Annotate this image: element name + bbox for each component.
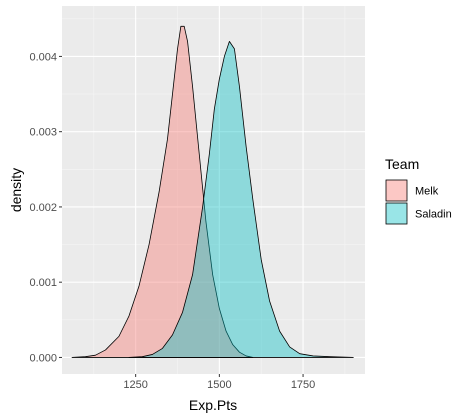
legend-label-melk: Melk xyxy=(415,186,439,198)
legend-swatch-saladin xyxy=(385,202,408,225)
density-areas xyxy=(71,25,354,358)
y-tick-label: 0.000 xyxy=(29,352,57,364)
legend-swatch-melk xyxy=(385,179,408,202)
y-tick-label: 0.003 xyxy=(29,127,57,139)
major-gridlines xyxy=(62,6,365,374)
density-area-melk xyxy=(71,25,254,358)
legend: Team Melk Saladin xyxy=(385,156,452,225)
legend-title: Team xyxy=(385,156,419,172)
y-tick-label: 0.004 xyxy=(29,51,57,63)
density-area-saladin xyxy=(128,40,354,358)
legend-label-saladin: Saladin xyxy=(415,209,452,221)
y-tick-label: 0.002 xyxy=(29,202,57,214)
x-tick-label: 1250 xyxy=(123,379,147,391)
minor-gridlines xyxy=(62,6,365,374)
y-axis-title: density xyxy=(8,168,24,212)
y-tick-label: 0.001 xyxy=(29,277,57,289)
y-axis: 0.000 0.001 0.002 0.003 0.004 xyxy=(29,51,62,364)
x-tick-label: 1750 xyxy=(291,379,315,391)
legend-key-saladin xyxy=(385,202,408,225)
x-axis-title: Exp.Pts xyxy=(189,397,237,413)
x-tick-label: 1500 xyxy=(207,379,231,391)
legend-items: Melk Saladin xyxy=(385,179,452,225)
x-axis: 1250 1500 1750 xyxy=(123,374,315,391)
plot-panel xyxy=(62,6,365,374)
legend-key-melk xyxy=(385,179,408,202)
